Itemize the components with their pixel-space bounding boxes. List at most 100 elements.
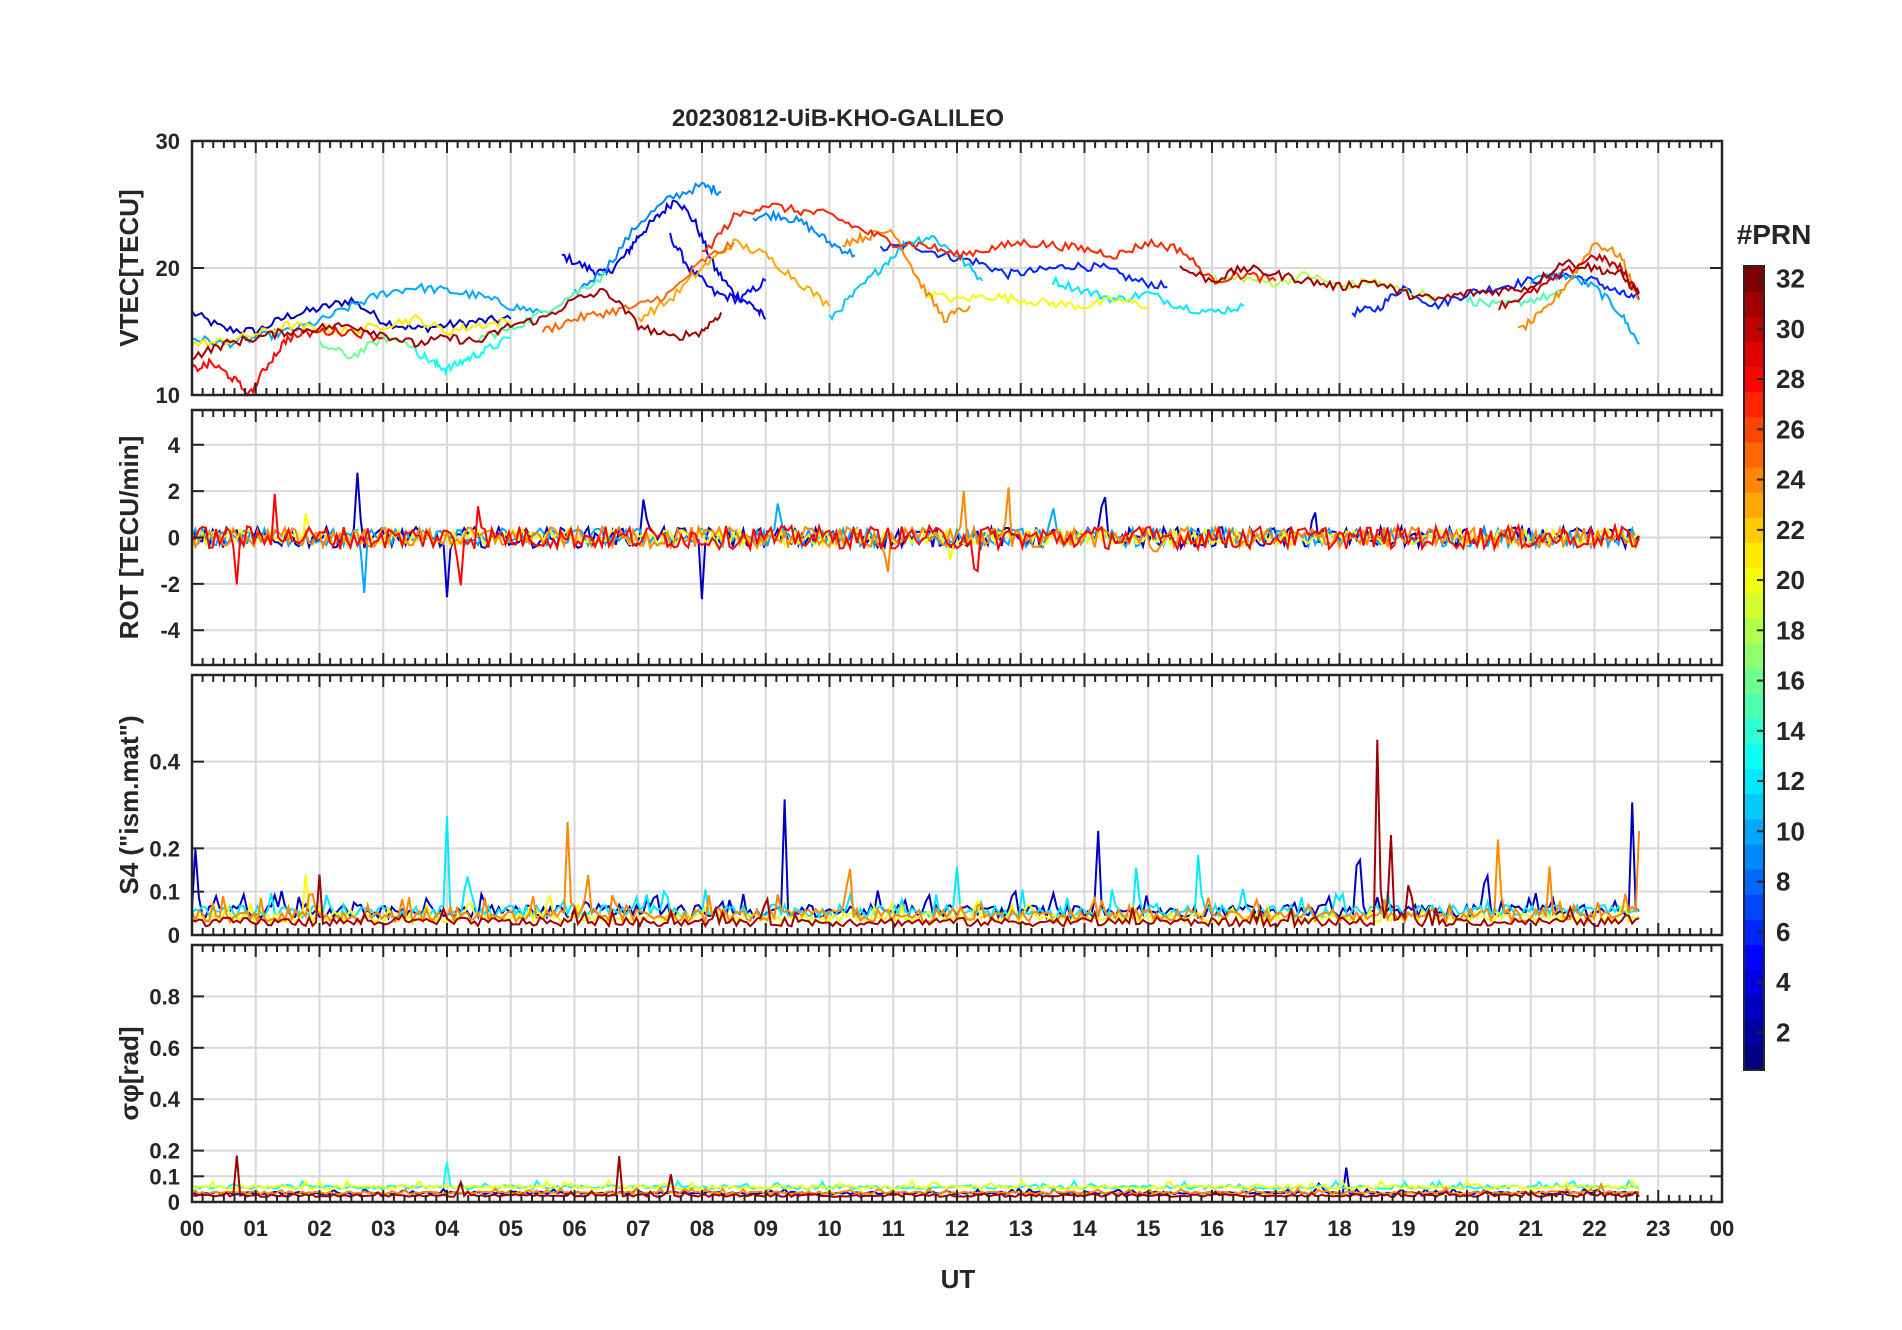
series-line-prn-12 (1051, 275, 1245, 315)
y-tick-label: -2 (160, 572, 180, 597)
y-tick-label: 0.8 (149, 984, 180, 1009)
colorbar-frame (1743, 265, 1765, 1071)
colorbar-swatch-16 (1744, 668, 1764, 694)
series-line-prn-10 (1530, 270, 1640, 345)
series-line-prn-9 (573, 181, 722, 297)
x-tick-label: 09 (754, 1216, 778, 1241)
x-tick-label: 05 (499, 1216, 523, 1241)
x-tick-label: 08 (690, 1216, 714, 1241)
y-axis-label-vtec: VTEC[TECU] (114, 189, 144, 346)
series-line-prn-31 (191, 1155, 1640, 1199)
colorbar-swatch-22 (1744, 517, 1764, 543)
series-line-prn-31 (191, 739, 1640, 930)
y-tick-label: 0.4 (149, 1087, 180, 1112)
y-tick-label: 10 (156, 383, 180, 408)
colorbar-swatch-8 (1744, 869, 1764, 895)
x-tick-label: 15 (1136, 1216, 1160, 1241)
x-tick-label: 01 (244, 1216, 268, 1241)
colorbar-swatch-29 (1744, 341, 1764, 368)
colorbar-swatch-13 (1744, 743, 1764, 770)
x-tick-label: 00 (1710, 1216, 1734, 1241)
series-line-prn-28 (191, 325, 384, 397)
series-line-prn-12 (191, 815, 1640, 922)
panel-vtec: 10 20 30 VTEC[TECU] (114, 129, 1724, 408)
colorbar-swatch-12 (1744, 768, 1764, 795)
series-line-prn-13 (414, 336, 511, 377)
series-line-prn-3 (191, 1167, 1640, 1196)
y-axis-label-s4: S4 ("ism.mat") (114, 715, 144, 894)
chart-title: 20230812-UiB-KHO-GALILEO (672, 105, 1004, 132)
colorbar-swatch-28 (1744, 366, 1764, 393)
y-tick-label: 0.2 (149, 1139, 180, 1164)
colorbar-swatch-10 (1744, 818, 1764, 845)
y-tick-label: 0 (168, 526, 180, 551)
colorbar-tick-label: 30 (1776, 314, 1805, 344)
colorbar-tick-label: 8 (1776, 867, 1790, 897)
series-line-prn-24 (191, 487, 1641, 572)
colorbar-tick-label: 16 (1776, 666, 1805, 696)
series-line-prn-11 (828, 235, 984, 321)
colorbar-tick-label: 4 (1776, 967, 1791, 997)
y-axis-label-sigma: σφ[rad] (114, 1026, 144, 1120)
colorbar-swatch-14 (1744, 718, 1764, 744)
colorbar-swatch-24 (1744, 467, 1764, 493)
series-line-prn-25 (541, 240, 735, 334)
series-line-prn-6 (1351, 270, 1641, 319)
x-tick-label: 07 (626, 1216, 650, 1241)
x-tick-label: 14 (1072, 1216, 1097, 1241)
colorbar-swatch-9 (1744, 843, 1764, 870)
colorbar-tick-label: 20 (1776, 565, 1805, 595)
colorbar-title: #PRN (1737, 219, 1812, 250)
series-group (191, 472, 1641, 600)
colorbar-tick-label: 14 (1776, 716, 1805, 746)
colorbar-swatch-4 (1744, 969, 1764, 996)
x-tick-label: 11 (882, 1216, 905, 1241)
x-tick-label: 06 (562, 1216, 586, 1241)
y-tick-label: 2 (168, 479, 180, 504)
x-tick-label: 21 (1519, 1216, 1543, 1241)
x-tick-label: 18 (1327, 1216, 1351, 1241)
series-group (191, 1155, 1640, 1199)
series-line-prn-18 (1211, 271, 1436, 302)
colorbar-swatch-32 (1744, 266, 1764, 292)
series-line-prn-9 (752, 208, 856, 258)
colorbar-tick-label: 26 (1776, 414, 1805, 444)
series-line-prn-23 (637, 238, 831, 324)
x-tick-label: 03 (371, 1216, 395, 1241)
series-line-prn-27 (702, 202, 1277, 286)
x-tick-label: 20 (1455, 1216, 1479, 1241)
y-tick-label: 0.4 (149, 750, 180, 775)
x-tick-label: 23 (1646, 1216, 1670, 1241)
x-axis-label: UT (941, 1264, 976, 1294)
x-tick-label: 16 (1200, 1216, 1224, 1241)
colorbar-tick-label: 22 (1776, 515, 1805, 545)
colorbar-swatch-18 (1744, 617, 1764, 644)
x-tick-label: 22 (1582, 1216, 1606, 1241)
x-tick-label: 04 (435, 1216, 460, 1241)
y-tick-label: 20 (156, 256, 180, 281)
colorbar-tick-label: 24 (1776, 465, 1805, 495)
colorbar-swatch-25 (1744, 441, 1764, 468)
colorbar-tick-label: 28 (1776, 364, 1805, 394)
y-tick-label: 0 (168, 1190, 180, 1215)
series-line-prn-28 (191, 493, 1641, 586)
series-line-prn-15 (478, 271, 607, 341)
colorbar-swatch-2 (1744, 1019, 1764, 1046)
series-line-prn-30 (1497, 252, 1640, 311)
y-tick-label: 0.2 (149, 836, 180, 861)
series-line-prn-31 (1179, 258, 1641, 302)
series-line-prn-16 (318, 332, 416, 360)
colorbar-swatch-31 (1744, 291, 1764, 317)
colorbar-tick-label: 6 (1776, 917, 1790, 947)
series-line-prn-24 (842, 228, 971, 324)
y-tick-label: 0 (168, 923, 180, 948)
colorbar-swatch-26 (1744, 416, 1764, 443)
panel-s4: 0 0.1 0.2 0.4S4 ("ism.mat") (114, 673, 1724, 948)
colorbar-tick-label: 2 (1776, 1017, 1790, 1047)
x-tick-label: 02 (307, 1216, 331, 1241)
y-tick-label: 30 (156, 129, 180, 154)
colorbar-tick-label: 32 (1776, 264, 1805, 294)
x-tick-label: 00 (180, 1216, 204, 1241)
